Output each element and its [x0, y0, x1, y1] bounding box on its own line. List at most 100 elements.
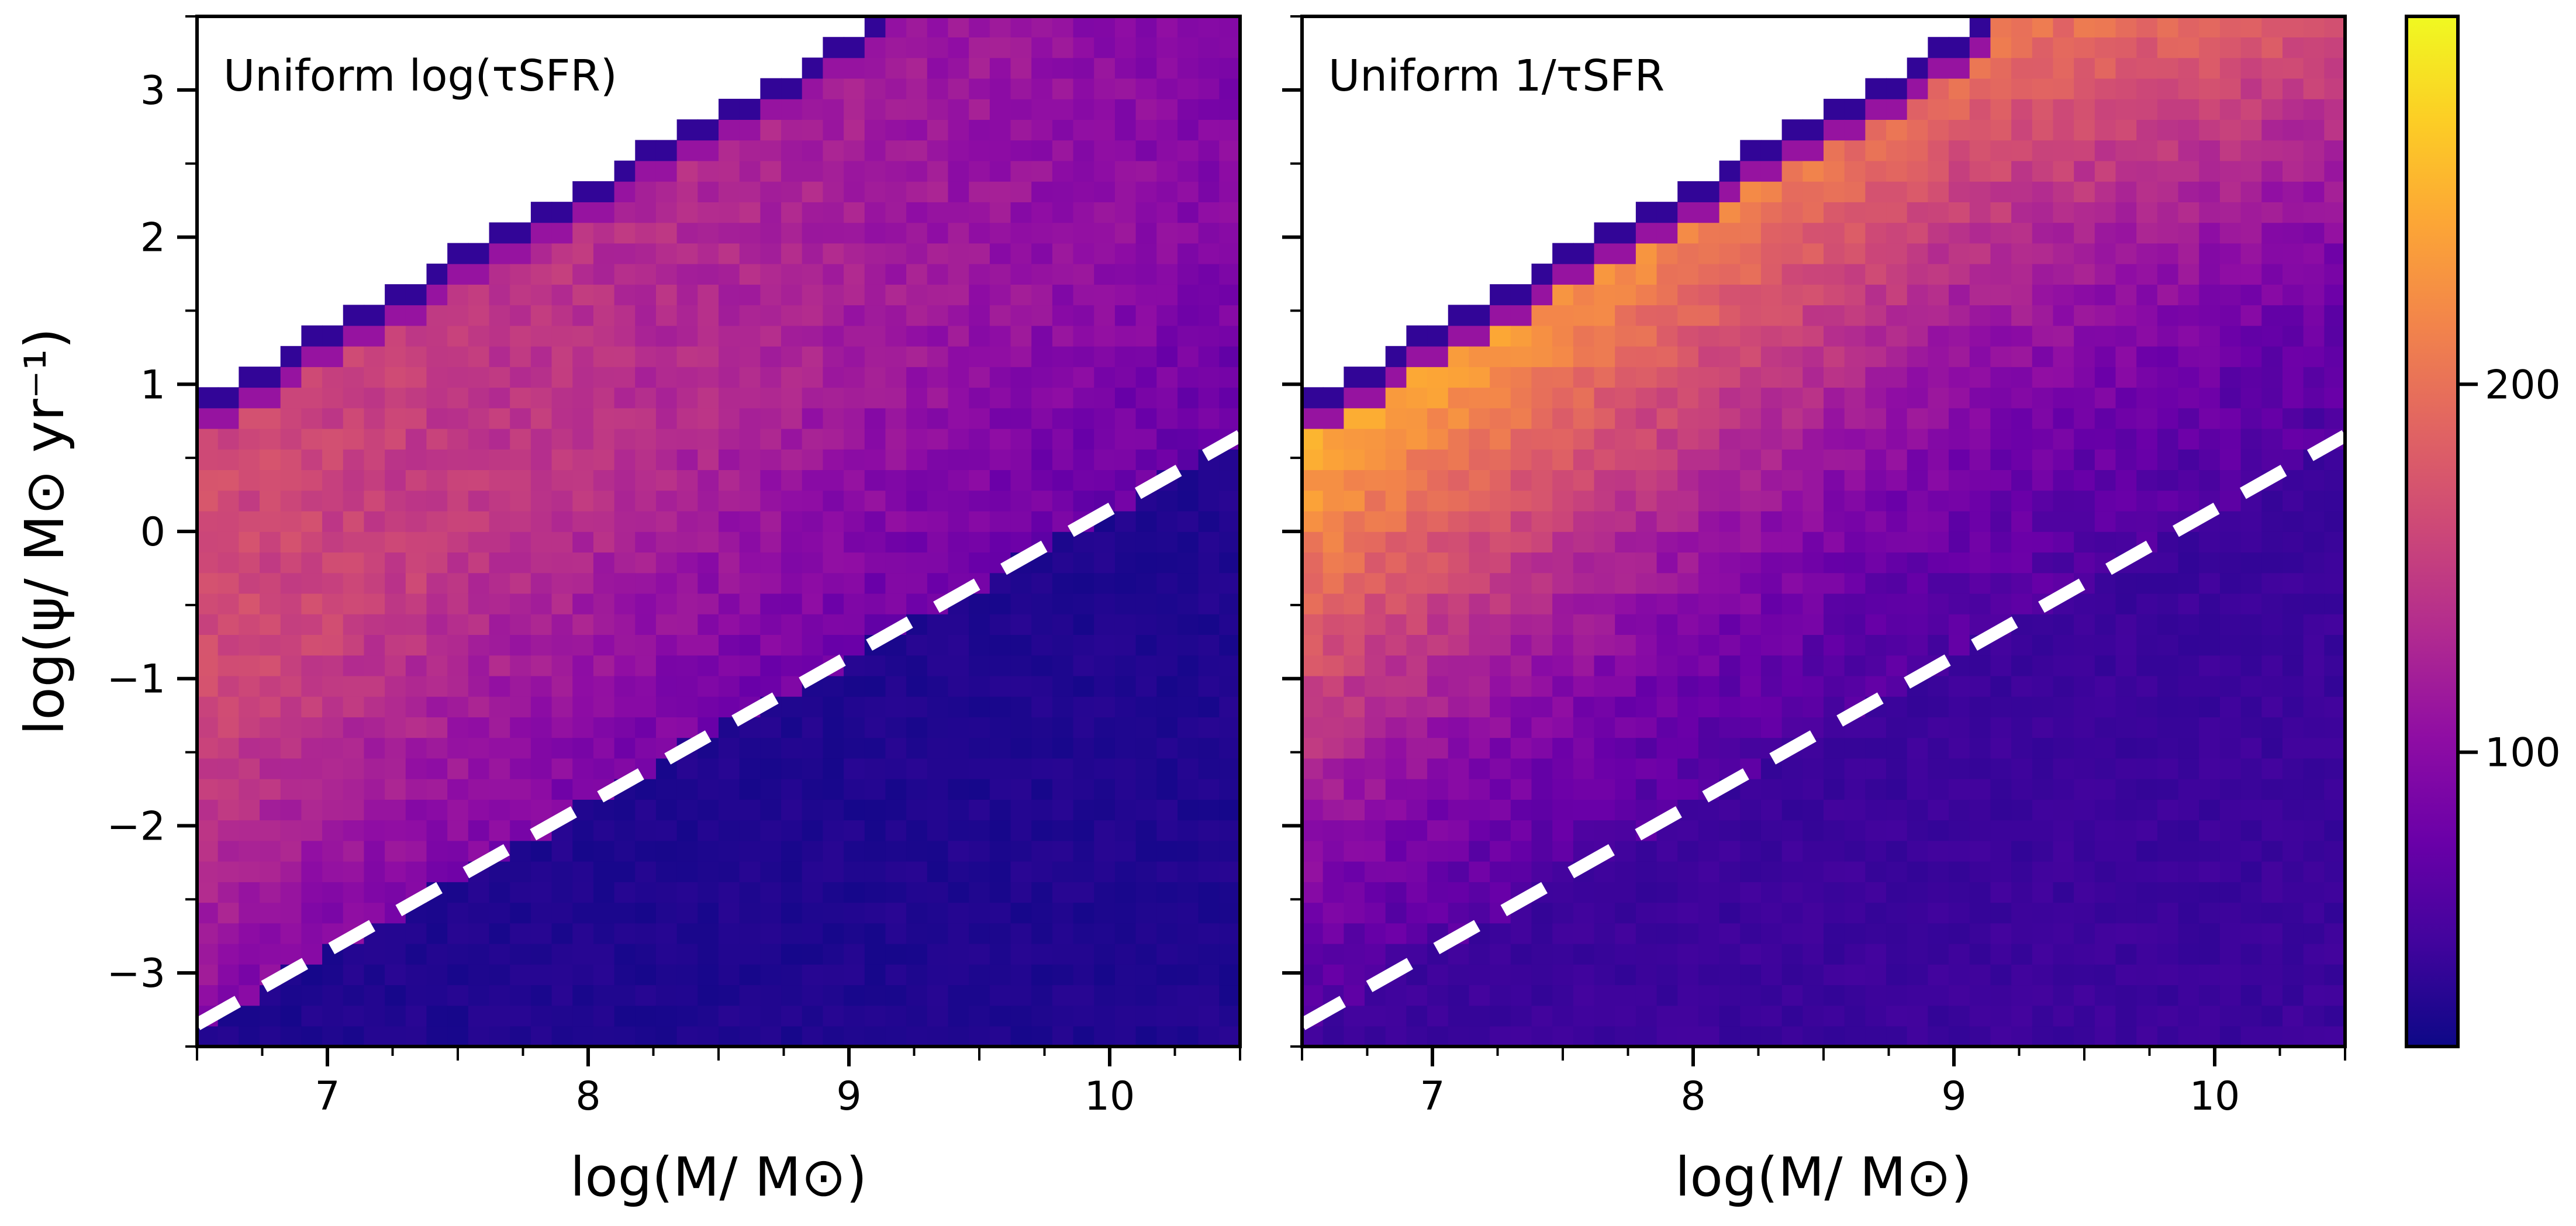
- heatmap-cell: [1719, 1025, 1741, 1047]
- heatmap-cell: [1114, 985, 1137, 1006]
- heatmap-cell: [1073, 346, 1095, 367]
- heatmap-cell: [405, 634, 427, 656]
- heatmap-cell: [1344, 510, 1365, 532]
- heatmap-cell: [1698, 407, 1720, 429]
- heatmap-cell: [197, 943, 219, 965]
- heatmap-cell: [322, 1005, 344, 1027]
- heatmap-cell: [1114, 490, 1137, 512]
- heatmap-cell: [2199, 325, 2221, 347]
- heatmap-cell: [2032, 490, 2054, 512]
- heatmap-cell: [1177, 510, 1199, 532]
- heatmap-cell: [1907, 469, 1929, 491]
- heatmap-cell: [1073, 325, 1095, 347]
- heatmap-cell: [697, 510, 719, 532]
- heatmap-cell: [572, 572, 594, 594]
- heatmap-cell: [1677, 985, 1699, 1006]
- heatmap-cell: [760, 243, 782, 264]
- heatmap-cell: [1990, 655, 2012, 676]
- colorbar-frame: [2405, 15, 2460, 1048]
- heatmap-cell: [823, 449, 844, 471]
- heatmap-cell: [1781, 613, 1804, 635]
- heatmap-cell: [1219, 634, 1240, 656]
- heatmap-cell: [530, 737, 553, 759]
- heatmap-cell: [2053, 758, 2074, 779]
- heatmap-cell: [989, 778, 1011, 800]
- heatmap-cell: [1469, 799, 1490, 821]
- heatmap-cell: [530, 284, 553, 306]
- heatmap-cell: [781, 469, 803, 491]
- heatmap-cell: [1573, 717, 1595, 738]
- heatmap-cell: [1198, 882, 1220, 903]
- heatmap-cell: [1844, 985, 1866, 1006]
- heatmap-cell: [1198, 717, 1220, 738]
- heatmap-cell: [2032, 346, 2054, 367]
- heatmap-cell: [823, 387, 844, 409]
- heatmap-cell: [2199, 98, 2221, 120]
- heatmap-cell: [1969, 717, 1991, 738]
- heatmap-cell: [2240, 325, 2263, 347]
- heatmap-cell: [2324, 160, 2345, 182]
- heatmap-cell: [885, 16, 907, 38]
- heatmap-cell: [635, 613, 657, 635]
- heatmap-cell: [1094, 675, 1116, 697]
- heatmap-cell: [1802, 964, 1824, 986]
- heatmap-cell: [614, 469, 636, 491]
- heatmap-cell: [2011, 964, 2033, 986]
- heatmap-cell: [280, 1005, 302, 1027]
- heatmap-cell: [1302, 572, 1324, 594]
- heatmap-cell: [1573, 634, 1595, 656]
- heatmap-cell: [1698, 675, 1720, 697]
- heatmap-cell: [1052, 160, 1074, 182]
- heatmap-cell: [1010, 222, 1032, 244]
- heatmap-cell: [1656, 428, 1679, 450]
- heatmap-cell: [885, 1025, 907, 1047]
- heatmap-cell: [2074, 78, 2095, 99]
- heatmap-cell: [1677, 490, 1699, 512]
- heatmap-cell: [1385, 696, 1407, 717]
- heatmap-cell: [1824, 778, 1845, 800]
- heatmap-cell: [572, 964, 594, 986]
- heatmap-cell: [1865, 1025, 1887, 1047]
- heatmap-cell: [781, 263, 803, 285]
- heatmap-cell: [593, 593, 615, 614]
- heatmap-cell: [906, 552, 928, 574]
- heatmap-cell: [1907, 243, 1929, 264]
- heatmap-cell: [2032, 737, 2054, 759]
- heatmap-cell: [1928, 840, 1949, 862]
- heatmap-cell: [1073, 737, 1095, 759]
- heatmap-cell: [1760, 160, 1783, 182]
- heatmap-cell: [1907, 367, 1929, 388]
- heatmap-cell: [1531, 737, 1553, 759]
- heatmap-cell: [2199, 778, 2221, 800]
- heatmap-cell: [2178, 717, 2200, 738]
- heatmap-cell: [1719, 634, 1741, 656]
- heatmap-cell: [1031, 449, 1053, 471]
- heatmap-cell: [2094, 222, 2116, 244]
- heatmap-cell: [1990, 1005, 2012, 1027]
- heatmap-cell: [1907, 1005, 1929, 1027]
- heatmap-cell: [1760, 387, 1783, 409]
- heatmap-cell: [1448, 758, 1470, 779]
- heatmap-cell: [1656, 490, 1679, 512]
- heatmap-cell: [1156, 882, 1178, 903]
- heatmap-cell: [364, 1025, 385, 1047]
- heatmap-cell: [1385, 882, 1407, 903]
- heatmap-cell: [1219, 263, 1240, 285]
- heatmap-cell: [1990, 593, 2012, 614]
- heatmap-cell: [1385, 531, 1407, 553]
- heatmap-cell: [614, 964, 636, 986]
- heatmap-cell: [405, 531, 427, 553]
- heatmap-cell: [1949, 655, 1970, 676]
- right-panel: 7 8 9 10 Uniform 1/τSFR log(M/ M⊙): [1282, 15, 2347, 1208]
- heatmap-cell: [239, 923, 260, 944]
- heatmap-cell: [1907, 613, 1929, 635]
- heatmap-cell: [989, 943, 1011, 965]
- heatmap-cell: [739, 510, 761, 532]
- heatmap-cell: [322, 1025, 344, 1047]
- heatmap-cell: [614, 882, 636, 903]
- heatmap-cell: [823, 778, 844, 800]
- heatmap-cell: [885, 119, 907, 141]
- heatmap-cell: [1031, 1025, 1053, 1047]
- heatmap-cell: [948, 902, 969, 924]
- heatmap-cell: [1135, 882, 1158, 903]
